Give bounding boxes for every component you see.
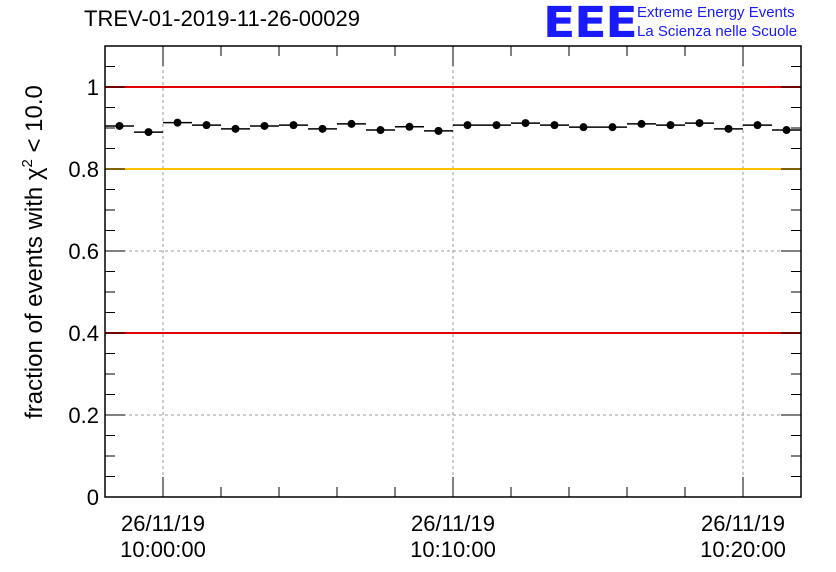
data-point bbox=[637, 119, 646, 128]
y-tick-label: 0.2 bbox=[68, 403, 99, 428]
data-point bbox=[173, 118, 182, 127]
data-point bbox=[144, 128, 153, 137]
y-tick-label: 0.8 bbox=[68, 157, 99, 182]
axes: 00.20.40.60.8126/11/1910:00:0026/11/1910… bbox=[68, 45, 802, 562]
data-point bbox=[753, 121, 762, 130]
eee-logo: EEE bbox=[543, 0, 638, 48]
data-point bbox=[318, 124, 327, 133]
x-tick-date-label: 26/11/19 bbox=[701, 511, 785, 536]
x-tick-time-label: 10:10:00 bbox=[410, 537, 496, 562]
y-tick-label: 0 bbox=[87, 485, 99, 510]
data-point bbox=[666, 121, 675, 130]
data-point bbox=[550, 121, 559, 130]
data-point bbox=[521, 119, 530, 128]
data-points bbox=[105, 118, 801, 137]
x-tick-date-label: 26/11/19 bbox=[121, 511, 205, 536]
chart-title: TREV-01-2019-11-26-00029 bbox=[84, 6, 360, 31]
y-axis-label: fraction of events with χ2 < 10.0 bbox=[19, 85, 48, 419]
data-point bbox=[202, 121, 211, 130]
x-tick-date-label: 26/11/19 bbox=[411, 511, 495, 536]
y-label-chi: χ bbox=[21, 167, 48, 180]
y-tick-label: 0.6 bbox=[68, 239, 99, 264]
x-tick-time-label: 10:00:00 bbox=[120, 537, 206, 562]
data-point bbox=[724, 124, 733, 133]
logo-caption: Extreme Energy Events La Scienza nelle S… bbox=[637, 3, 797, 41]
y-label-post: < 10.0 bbox=[21, 85, 48, 159]
data-point bbox=[492, 121, 501, 130]
y-tick-label: 1 bbox=[87, 75, 99, 100]
data-point bbox=[376, 126, 385, 135]
data-point bbox=[347, 119, 356, 128]
data-point bbox=[231, 124, 240, 133]
grid bbox=[105, 46, 801, 497]
y-label-pre: fraction of events with bbox=[21, 180, 48, 419]
logo-line-1: Extreme Energy Events bbox=[637, 4, 795, 21]
x-tick-time-label: 10:20:00 bbox=[700, 537, 786, 562]
y-tick-label: 0.4 bbox=[68, 321, 99, 346]
data-point bbox=[782, 126, 791, 135]
data-point bbox=[115, 121, 124, 130]
data-point bbox=[405, 122, 414, 131]
data-point bbox=[289, 121, 298, 130]
logo-line-2: La Scienza nelle Scuole bbox=[637, 23, 798, 40]
data-point bbox=[434, 126, 443, 135]
y-label-sup: 2 bbox=[19, 159, 36, 167]
data-point bbox=[608, 123, 617, 132]
data-point bbox=[463, 121, 472, 130]
reference-lines bbox=[105, 86, 801, 334]
data-point bbox=[695, 119, 704, 128]
data-point bbox=[260, 121, 269, 130]
data-point bbox=[579, 123, 588, 132]
